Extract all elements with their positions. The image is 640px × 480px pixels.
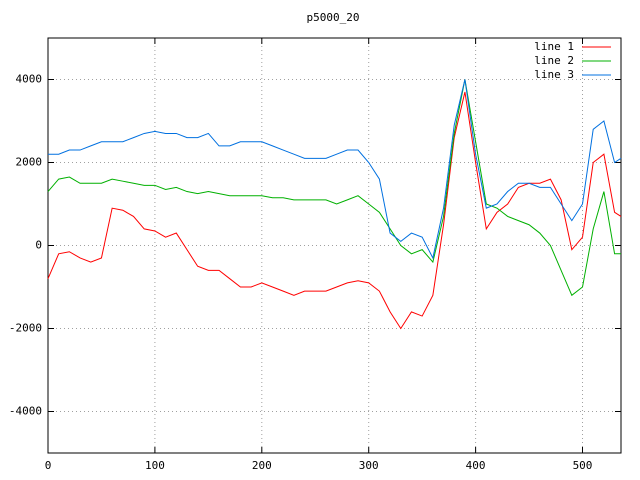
plot-frame <box>47 37 622 454</box>
x-tick-label: 300 <box>359 459 379 472</box>
legend-label: line 3 <box>534 68 574 81</box>
x-tick-label: 200 <box>252 459 272 472</box>
x-tick-label: 400 <box>466 459 486 472</box>
data-line <box>47 79 621 297</box>
data-line <box>48 79 622 260</box>
y-tick-label: -2000 <box>9 322 42 335</box>
legend-label: line 2 <box>534 54 574 67</box>
x-tick-label: 500 <box>573 459 593 472</box>
legend-label: line 1 <box>534 40 574 53</box>
y-tick-label: 2000 <box>16 156 43 169</box>
chart-title: p5000_20 <box>307 11 360 24</box>
x-tick-label: 100 <box>145 459 165 472</box>
y-tick-label: 0 <box>35 239 42 252</box>
y-tick-label: 4000 <box>16 73 43 86</box>
y-tick-label: -4000 <box>9 405 42 418</box>
x-tick-label: 0 <box>45 459 52 472</box>
